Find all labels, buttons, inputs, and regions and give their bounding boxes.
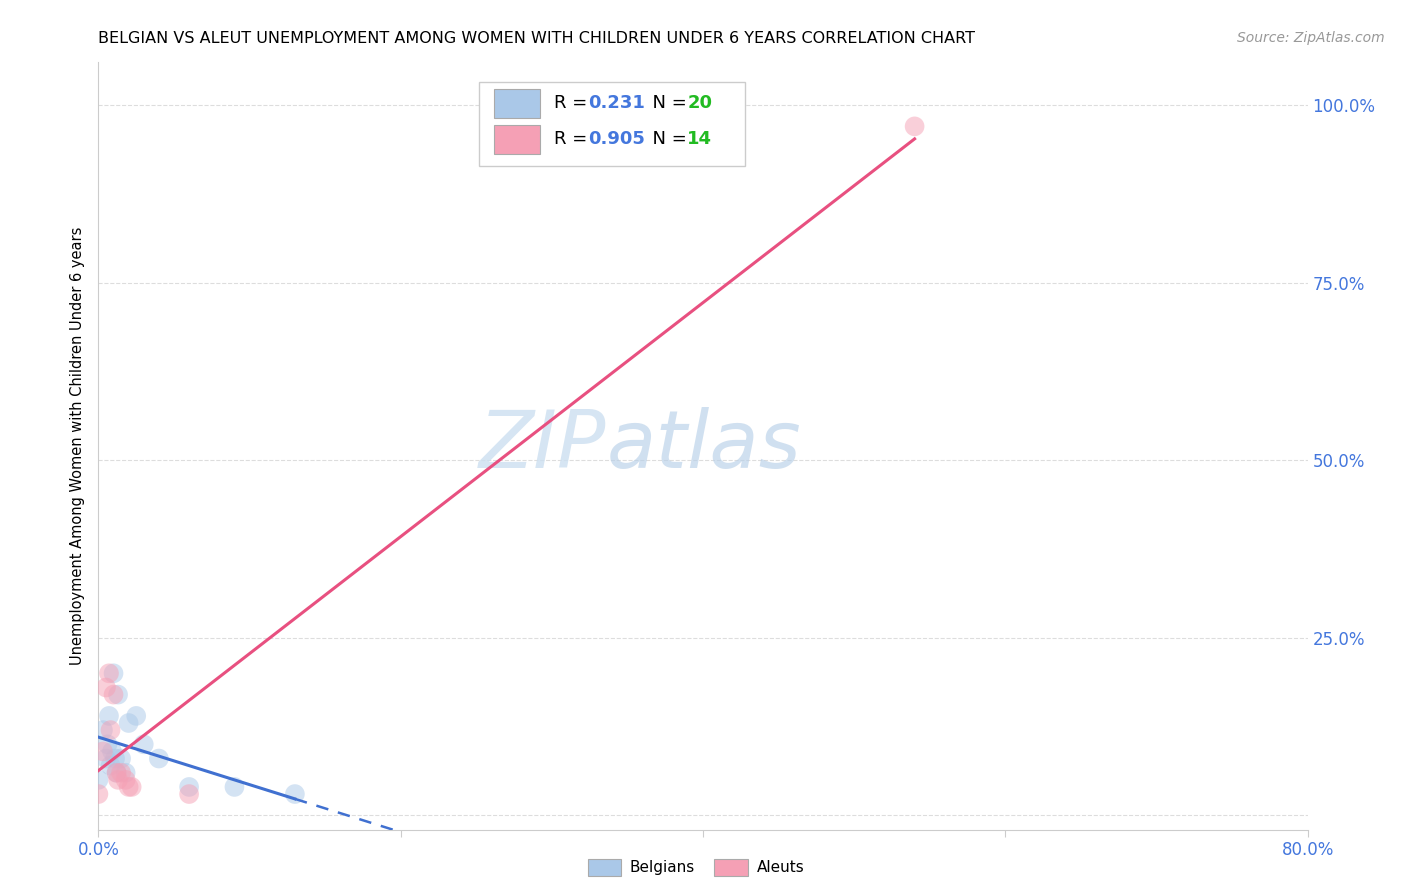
Point (284, 787, 307, 801)
Point (91, 744, 114, 758)
Text: Aleuts: Aleuts (756, 860, 804, 874)
Point (94, 681, 117, 695)
Text: Belgians: Belgians (630, 860, 695, 874)
Text: Source: ZipAtlas.com: Source: ZipAtlas.com (1237, 31, 1385, 45)
Point (105, 765, 128, 780)
Point (107, 688, 129, 702)
Point (118, 780, 141, 794)
Text: R =: R = (554, 130, 593, 148)
Point (87, 787, 110, 801)
Point (103, 688, 125, 702)
FancyBboxPatch shape (479, 81, 745, 166)
Text: BELGIAN VS ALEUT UNEMPLOYMENT AMONG WOMEN WITH CHILDREN UNDER 6 YEARS CORRELATIO: BELGIAN VS ALEUT UNEMPLOYMENT AMONG WOME… (98, 31, 976, 46)
Point (125, 709, 148, 723)
FancyBboxPatch shape (714, 858, 748, 876)
Text: N =: N = (641, 130, 693, 148)
Point (103, 666, 125, 681)
Point (224, 780, 246, 794)
Point (96, 737, 118, 751)
Text: 0.905: 0.905 (588, 130, 645, 148)
FancyBboxPatch shape (588, 858, 621, 876)
Point (114, 772, 136, 787)
Point (148, 751, 170, 765)
FancyBboxPatch shape (494, 88, 540, 118)
Point (105, 765, 128, 780)
Point (101, 744, 124, 758)
Text: 14: 14 (688, 130, 713, 148)
Point (179, 787, 201, 801)
Text: R =: R = (554, 94, 593, 112)
Text: atlas: atlas (606, 407, 801, 485)
Point (98, 666, 121, 681)
Y-axis label: Unemployment Among Women with Children Under 6 years: Unemployment Among Women with Children U… (70, 227, 86, 665)
Point (114, 765, 136, 780)
Point (94, 751, 117, 765)
Point (904, 120, 927, 134)
Text: 20: 20 (688, 94, 713, 112)
Point (91, 723, 114, 738)
Point (100, 758, 122, 772)
Point (121, 780, 143, 794)
Point (87, 772, 110, 787)
Point (179, 780, 201, 794)
Text: 0.231: 0.231 (588, 94, 645, 112)
Point (118, 716, 141, 731)
Point (107, 772, 129, 787)
Point (110, 751, 132, 765)
Point (132, 737, 155, 751)
Point (100, 723, 122, 738)
Point (98, 709, 121, 723)
Point (110, 765, 132, 780)
Text: N =: N = (641, 94, 693, 112)
FancyBboxPatch shape (494, 125, 540, 153)
Point (104, 751, 127, 765)
Text: ZIP: ZIP (479, 407, 606, 485)
